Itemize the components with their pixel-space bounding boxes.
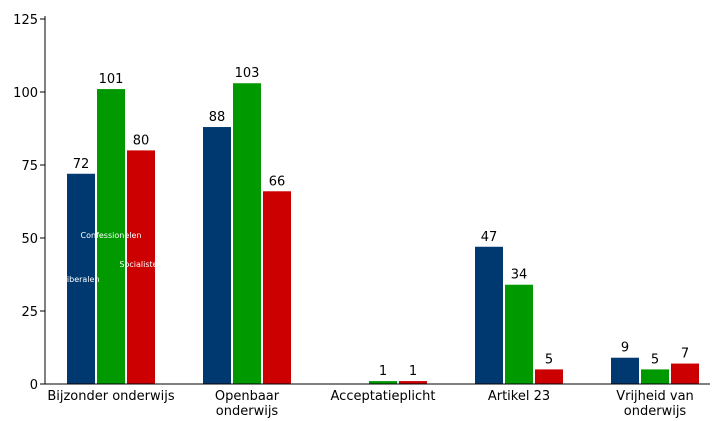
bar-liberalen: [203, 127, 231, 384]
bar-socialisten: [535, 369, 563, 384]
y-tick-label: 50: [21, 232, 38, 247]
bar-liberalen: [67, 173, 95, 384]
category-label: Bijzonder onderwijs: [47, 389, 175, 404]
data-label: 101: [99, 72, 124, 87]
data-label: 5: [651, 352, 659, 367]
bars: [67, 83, 699, 385]
bar-confessionelen: [369, 381, 397, 384]
data-label: 47: [481, 230, 498, 245]
bar-liberalen: [475, 246, 503, 384]
data-label: 66: [269, 174, 286, 189]
category-label: Artikel 23: [488, 389, 550, 404]
category-label: Openbaar onderwijs: [215, 389, 280, 419]
bar-confessionelen: [97, 89, 125, 384]
category-label-line: onderwijs: [624, 404, 687, 419]
series-label: Socialisten: [119, 260, 162, 269]
data-label: 1: [379, 364, 387, 379]
bar-liberalen: [611, 357, 639, 384]
x-axis: Bijzonder onderwijs Openbaar onderwijsAcce…: [45, 383, 710, 419]
category-label: Acceptatieplicht: [331, 389, 436, 404]
data-label: 1: [409, 364, 417, 379]
series-label: Confessionelen: [81, 231, 142, 240]
bar-socialisten: [671, 363, 699, 384]
category-label-line: onderwijs: [216, 404, 279, 419]
y-tick-label: 25: [21, 305, 38, 320]
data-label: 5: [545, 352, 553, 367]
data-label: 7: [681, 347, 689, 362]
data-label: 88: [209, 110, 226, 125]
data-label: 9: [621, 341, 629, 356]
y-tick-label: 100: [13, 86, 38, 101]
category-label-line: Acceptatieplicht: [331, 389, 436, 404]
y-tick-label: 125: [13, 13, 38, 28]
series-label: Liberalen: [62, 275, 99, 284]
bar-socialisten: [263, 191, 291, 384]
bar-socialisten: [127, 150, 155, 384]
y-tick-label: 75: [21, 159, 38, 174]
data-labels: 72 101 80 88 103 66 1 1 47 34 5 9 5 7: [73, 66, 689, 379]
bar-confessionelen: [505, 284, 533, 384]
series-labels: Liberalen Confessionelen Socialisten: [62, 231, 162, 284]
y-tick-label: 0: [30, 378, 38, 393]
bar-socialisten: [399, 381, 427, 384]
data-label: 34: [511, 268, 528, 283]
category-label-line: Artikel 23: [488, 389, 550, 404]
bar-confessionelen: [641, 369, 669, 384]
category-label: Vrijheid van onderwijs: [616, 389, 694, 419]
category-label-line: Bijzonder onderwijs: [47, 389, 175, 404]
data-label: 103: [235, 66, 260, 81]
category-label-line: Openbaar: [215, 389, 280, 404]
y-axis: 0 25 50 75 100 125: [13, 13, 46, 393]
data-label: 80: [133, 133, 150, 148]
bar-confessionelen: [233, 83, 261, 385]
data-label: 72: [73, 157, 90, 172]
category-label-line: Vrijheid van: [616, 389, 694, 404]
